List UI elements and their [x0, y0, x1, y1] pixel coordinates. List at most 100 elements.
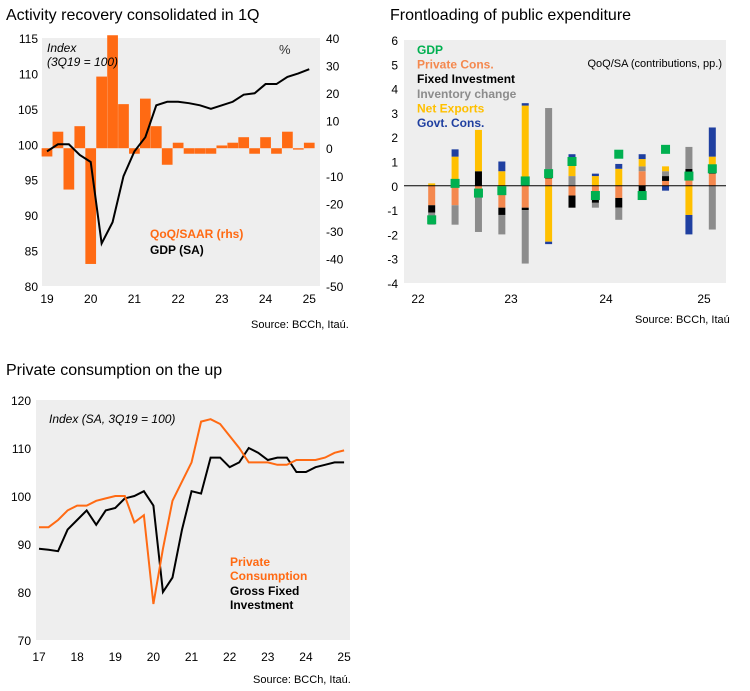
frontloading-bar-segment [428, 185, 436, 206]
consumption-line [39, 418, 345, 605]
frontloading-ytick: -2 [387, 228, 398, 242]
activity-annotation-1: Index [47, 41, 77, 55]
frontloading-ytick: 1 [391, 156, 398, 170]
activity-ytick-right: -20 [326, 197, 344, 211]
frontloading-xtick: 22 [411, 292, 425, 306]
frontloading-bar-segment [662, 185, 670, 191]
frontloading-bar-segment [638, 185, 646, 194]
frontloading-gdp-marker [614, 149, 624, 159]
activity-xtick: 25 [303, 292, 317, 306]
consumption-xtick: 22 [223, 650, 237, 664]
frontloading-gdp-marker [707, 164, 717, 174]
activity-bar [216, 145, 228, 149]
consumption-annotation: Index (SA, 3Q19 = 100) [49, 412, 175, 426]
frontloading-legend-item: Net Exports [417, 101, 485, 115]
activity-bar [271, 148, 282, 154]
frontloading-bar-segment [521, 207, 529, 211]
activity-bar [205, 148, 217, 154]
activity-xtick: 21 [128, 292, 142, 306]
activity-ytick-left: 85 [25, 245, 39, 259]
frontloading-ytick: 5 [391, 58, 398, 72]
frontloading-legend-item: Govt. Cons. [417, 116, 484, 130]
consumption-xtick: 18 [70, 650, 84, 664]
frontloading-bar-segment [708, 173, 716, 186]
activity-bar [194, 148, 206, 154]
frontloading-bar-segment [591, 176, 599, 186]
frontloading-bar-segment [498, 185, 506, 208]
activity-ytick-right: -40 [326, 252, 344, 266]
frontloading-bar-segment [451, 156, 459, 181]
activity-ytick-right: 30 [326, 60, 340, 74]
frontloading-bar-segment [638, 154, 646, 160]
activity-legend-gdp: GDP (SA) [150, 243, 204, 257]
frontloading-ytick: 4 [391, 83, 398, 97]
activity-ytick-left: 90 [25, 209, 39, 223]
activity-bar [260, 137, 271, 149]
frontloading-bar-segment [568, 195, 576, 208]
frontloading-ytick: -4 [387, 277, 398, 291]
activity-ytick-left: 95 [25, 174, 39, 188]
frontloading-bar-segment [521, 105, 529, 186]
activity-ytick-right: 20 [326, 87, 340, 101]
frontloading-gdp-marker [450, 178, 460, 188]
activity-bar [52, 131, 64, 149]
activity-bar [282, 131, 293, 149]
frontloading-xtick: 25 [697, 292, 711, 306]
activity-bar [292, 148, 304, 150]
frontloading-ytick: 6 [391, 34, 398, 48]
activity-bar [161, 148, 173, 165]
frontloading-gdp-marker [637, 191, 647, 201]
activity-ytick-right: -30 [326, 225, 344, 239]
frontloading-source: Source: BCCh, Itaú [635, 314, 730, 326]
frontloading-bar-segment [498, 171, 506, 186]
activity-xtick: 24 [259, 292, 273, 306]
frontloading-xtick: 23 [504, 292, 518, 306]
frontloading-ytick: -3 [387, 253, 398, 267]
activity-ytick-right: 0 [326, 142, 333, 156]
consumption-ytick: 120 [11, 394, 31, 408]
consumption-ytick: 80 [18, 586, 32, 600]
frontloading-bar-segment [638, 171, 646, 186]
frontloading-bar-segment [451, 149, 459, 157]
frontloading-legend-item: Fixed Investment [417, 72, 515, 86]
frontloading-gdp-marker [473, 188, 483, 198]
frontloading-bar-segment [615, 197, 623, 208]
frontloading-bar-segment [685, 214, 693, 235]
consumption-ytick: 100 [11, 490, 31, 504]
frontloading-bar-segment [591, 185, 599, 194]
activity-gdp-line [46, 68, 310, 247]
frontloading-ytick: -1 [387, 204, 398, 218]
activity-bar [85, 148, 97, 264]
frontloading-title: Frontloading of public expenditure [390, 7, 632, 24]
activity-bar [74, 126, 86, 149]
frontloading-legend-item: Inventory change [417, 87, 517, 101]
frontloading-bar-segment [568, 154, 576, 160]
frontloading-bar-segment [474, 171, 482, 186]
frontloading-bar-segment [615, 207, 623, 220]
activity-bar [139, 98, 151, 149]
consumption-line [38, 446, 345, 595]
frontloading-gdp-marker [427, 215, 437, 225]
frontloading-legend-item: Private Cons. [417, 58, 494, 72]
activity-bar [63, 148, 75, 190]
frontloading-ytick: 3 [391, 107, 398, 121]
frontloading-bar-segment [474, 129, 482, 172]
consumption-xtick: 25 [337, 650, 351, 664]
frontloading-bar-segment [545, 185, 553, 242]
frontloading-gdp-marker [590, 191, 600, 201]
activity-ytick-right: -50 [326, 280, 344, 294]
frontloading-bar-segment [568, 185, 576, 196]
frontloading-bar-segment [662, 166, 670, 172]
frontloading-bar-segment [498, 161, 506, 172]
frontloading-gdp-marker [661, 144, 671, 154]
frontloading-ytick: 0 [391, 180, 398, 194]
frontloading-gdp-marker [544, 169, 554, 179]
frontloading-bar-segment [662, 171, 670, 177]
consumption-legend-gfi-1: Gross Fixed [230, 584, 299, 598]
activity-ytick-right: -10 [326, 170, 344, 184]
activity-xtick: 19 [40, 292, 54, 306]
frontloading-bar-segment [568, 176, 576, 186]
activity-ytick-left: 100 [18, 138, 38, 152]
consumption-legend-private-1: Private [230, 555, 270, 569]
frontloading-bar-segment [662, 176, 670, 181]
